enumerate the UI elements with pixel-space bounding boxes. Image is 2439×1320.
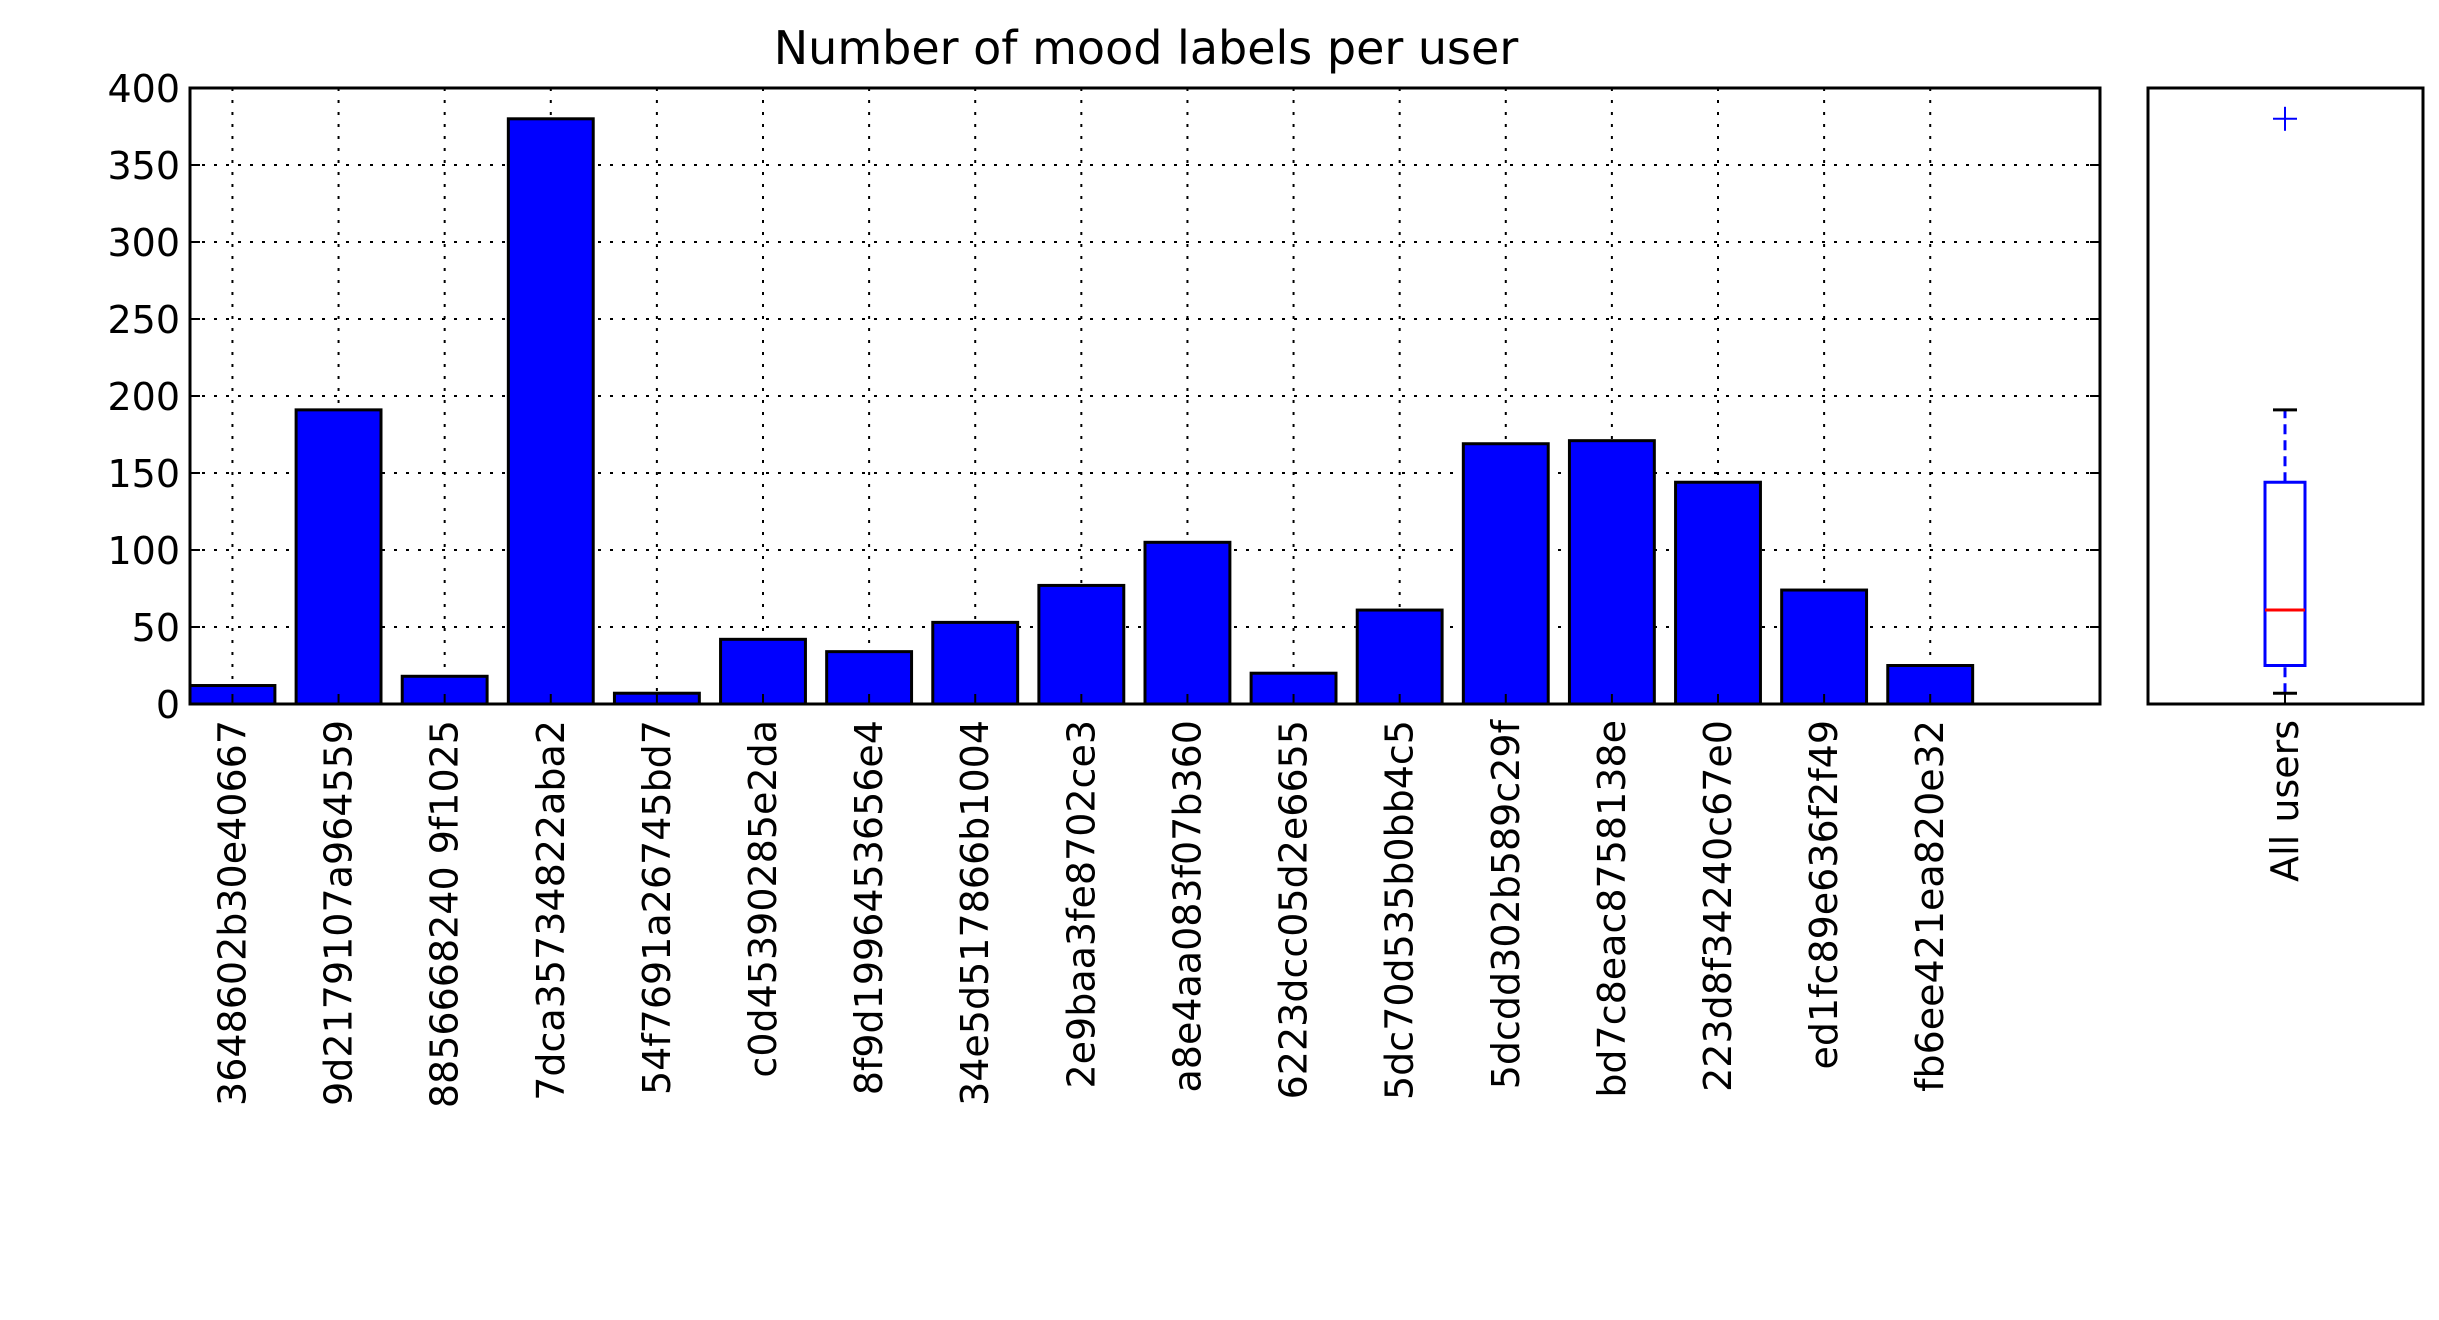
x-tick-label: 34e5d517866b1004 [953, 720, 997, 1106]
bar [1567, 439, 1656, 706]
x-tick-label: 7dca35734822aba2 [529, 720, 573, 1101]
bar [506, 117, 595, 706]
y-tick-label: 100 [107, 529, 180, 573]
x-tick-label: 3648602b30e40667 [210, 720, 254, 1106]
chart-title: Number of mood labels per user [774, 21, 1519, 75]
bar-plot-frame [188, 86, 2102, 706]
y-tick-label: 350 [107, 144, 180, 188]
x-tick-label: 5dcdd302b589c29f [1484, 718, 1528, 1089]
y-tick-label: 150 [107, 452, 180, 496]
outlier-marker [2273, 106, 2297, 131]
y-tick-label: 0 [156, 683, 180, 727]
y-tick-label: 400 [107, 67, 180, 111]
bar [1674, 480, 1762, 706]
x-tick-label: ed1fc89e636f2f49 [1802, 720, 1846, 1070]
x-tick-label: 8f9d1996453656e4 [847, 720, 891, 1095]
bar [1355, 608, 1444, 706]
x-tick-label: bd7c8eac8758138e [1590, 720, 1634, 1098]
box-plot: All users [2263, 106, 2307, 882]
y-axis-ticks: 0 50 100 150 200 250 300 350 400 [107, 67, 2100, 727]
bar [1037, 583, 1126, 706]
x-tick-label: 5dc70d535b0bb4c5 [1378, 720, 1422, 1100]
bar [1143, 540, 1232, 706]
x-tick-label: 8856668240 9f1025 [423, 720, 467, 1108]
x-tick-label: c0d45390285e2da [741, 720, 785, 1078]
x-tick-label: fb6ee421ea820e32 [1908, 720, 1952, 1092]
bar [1461, 442, 1550, 706]
x-tick-label: 54f7691a26745bd7 [635, 720, 679, 1095]
x-tick-label: 6223dcc05d2e6655 [1272, 720, 1316, 1099]
box-plot-frame [2146, 86, 2425, 706]
bar [1780, 588, 1869, 706]
y-tick-label: 200 [107, 375, 180, 419]
bar [931, 620, 1020, 706]
bar-series [188, 117, 1975, 706]
x-axis-tick-labels: 3648602b30e40667 9d2179107a964559 88566682… [210, 694, 1952, 1108]
box-iqr [2263, 480, 2307, 667]
x-tick-label: 2e9baa3fe8702ce3 [1059, 720, 1103, 1089]
x-tick-label: 9d2179107a964559 [317, 720, 361, 1106]
bar [294, 408, 383, 706]
y-tick-label: 250 [107, 298, 180, 342]
y-tick-label: 300 [107, 221, 180, 265]
x-tick-label: 223d8f34240c67e0 [1696, 720, 1740, 1092]
x-tick-label: a8e4aa083f07b360 [1165, 720, 1209, 1093]
box-category-label: All users [2263, 720, 2307, 882]
y-tick-label: 50 [132, 606, 180, 650]
